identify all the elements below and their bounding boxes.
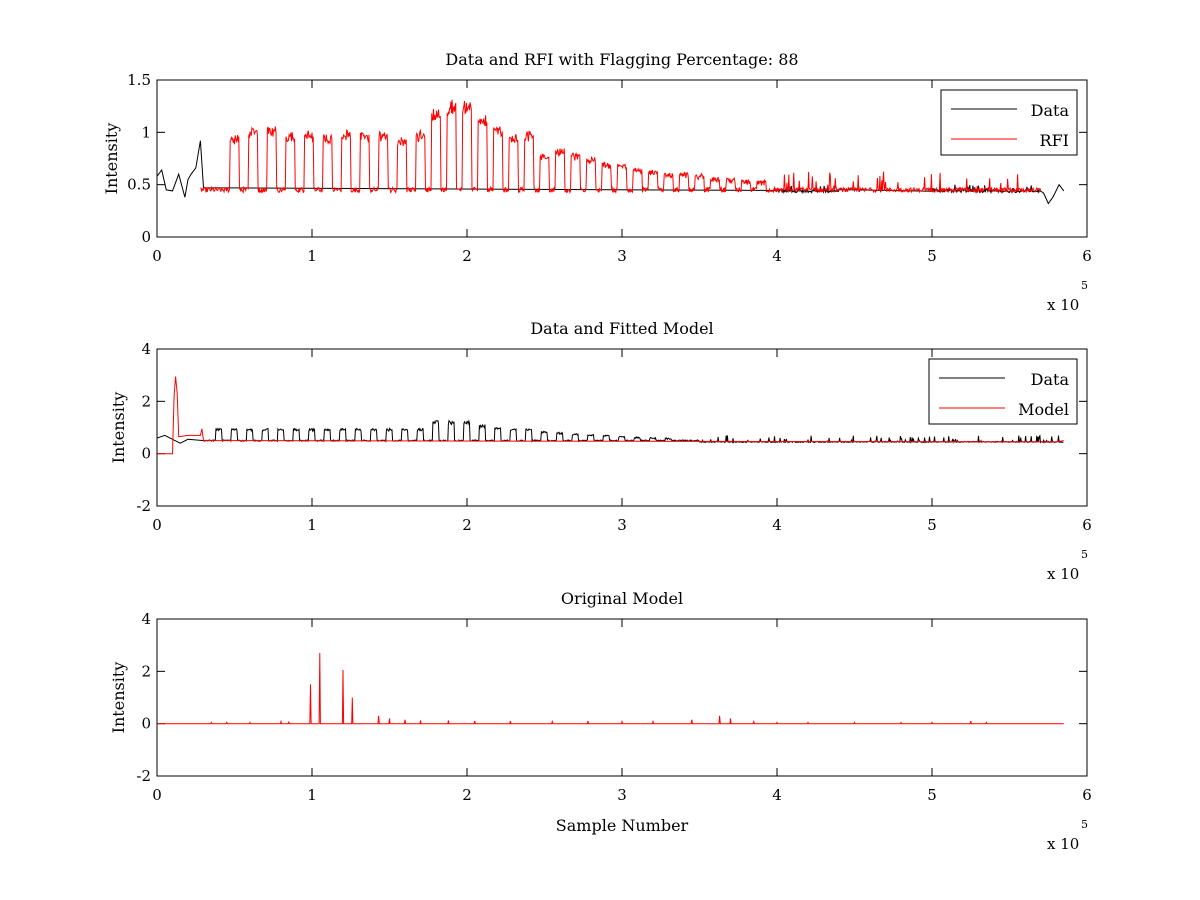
- series-line: [157, 652, 1064, 725]
- chart-title: Data and RFI with Flagging Percentage: 8…: [445, 50, 798, 69]
- axes-box: [156, 79, 1088, 238]
- y-tick-label: 2: [141, 662, 151, 680]
- x-multiplier-base: x 10: [1047, 296, 1079, 314]
- legend-entry: Data: [1031, 370, 1070, 389]
- y-tick-label: 1: [141, 123, 151, 141]
- legend-entry: Model: [1018, 400, 1069, 419]
- y-axis-label: Intensity: [109, 662, 128, 734]
- x-multiplier-base: x 10: [1047, 565, 1079, 583]
- x-axis-label: Sample Number: [556, 816, 689, 835]
- series-line-rfi: [200, 99, 1041, 195]
- y-tick-label: 4: [141, 340, 151, 358]
- y-tick-label: 2: [141, 392, 151, 410]
- y-tick-label: -2: [136, 497, 151, 515]
- x-tick-label: 1: [307, 786, 317, 804]
- x-tick-label: 3: [617, 786, 627, 804]
- chart-title: Original Model: [561, 589, 683, 608]
- subplot-1: 0 1 2 3 4 5 6 0 0.5 1 1.5 Data and RFI with Flaggin…: [102, 50, 1092, 314]
- x-tick-label: 4: [772, 786, 782, 804]
- y-axis-label: Intensity: [109, 392, 128, 464]
- legend: Data Model: [928, 358, 1078, 425]
- legend: Data RFI: [940, 89, 1078, 156]
- y-tick-label: 0.5: [127, 176, 151, 194]
- x-tick-label: 3: [617, 516, 627, 534]
- x-multiplier-exponent: 5: [1081, 279, 1088, 292]
- y-tick-label: 4: [141, 610, 151, 628]
- x-tick-label: 0: [152, 247, 162, 265]
- y-tick-label: -2: [136, 767, 151, 785]
- y-tick-label: 0: [141, 445, 151, 463]
- x-tick-label: 4: [772, 247, 782, 265]
- x-tick-label: 5: [927, 516, 937, 534]
- x-tick-label: 0: [152, 516, 162, 534]
- series-line-data: [157, 419, 1064, 444]
- x-tick-label: 6: [1082, 247, 1092, 265]
- series-line-model: [157, 376, 1064, 455]
- y-tick-label: 0: [141, 228, 151, 246]
- x-multiplier-base: x 10: [1047, 835, 1079, 853]
- axes-box: [156, 618, 1088, 777]
- x-tick-label: 1: [307, 247, 317, 265]
- y-tick-label: 0: [141, 715, 151, 733]
- x-tick-label: 3: [617, 247, 627, 265]
- chart-title: Data and Fitted Model: [530, 319, 713, 338]
- legend-entry: RFI: [1040, 131, 1069, 150]
- x-tick-label: 5: [927, 786, 937, 804]
- y-tick-label: 1.5: [127, 71, 151, 89]
- y-axis-label: Intensity: [102, 123, 121, 195]
- x-tick-label: 2: [462, 516, 472, 534]
- legend-entry: Data: [1031, 101, 1070, 120]
- x-tick-label: 6: [1082, 516, 1092, 534]
- x-multiplier-exponent: 5: [1081, 818, 1088, 831]
- x-tick-label: 4: [772, 516, 782, 534]
- x-tick-label: 5: [927, 247, 937, 265]
- x-tick-label: 1: [307, 516, 317, 534]
- x-tick-label: 2: [462, 247, 472, 265]
- x-tick-label: 2: [462, 786, 472, 804]
- x-tick-label: 0: [152, 786, 162, 804]
- x-tick-label: 6: [1082, 786, 1092, 804]
- x-multiplier-exponent: 5: [1081, 548, 1088, 561]
